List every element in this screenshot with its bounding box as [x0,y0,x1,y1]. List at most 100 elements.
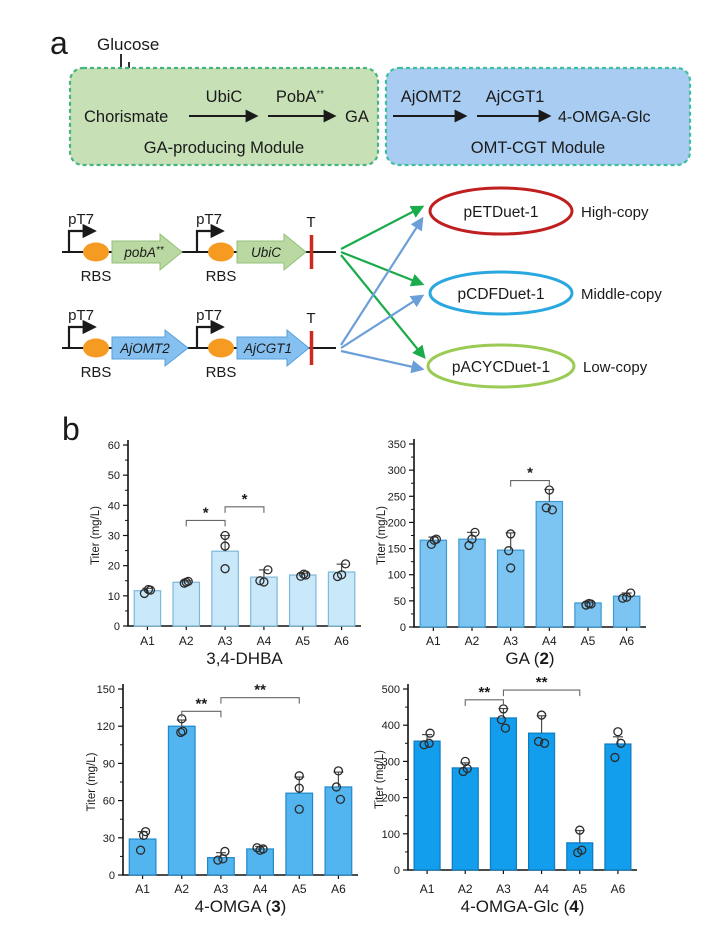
y-tick-label: 60 [103,796,115,808]
bar-A6 [604,743,632,871]
significance-bracket [181,710,222,718]
data-point [263,565,273,575]
ga-module-caption: GA-producing Module [144,139,305,157]
promoter-arrow-icon [67,319,97,348]
y-tick-label: 0 [394,865,400,877]
y-tick-label: 0 [109,870,115,882]
rbs-label: RBS [206,364,237,381]
rbs-icon [83,338,109,358]
promoter-arrow-icon [195,223,225,252]
bar-A2 [458,538,486,628]
data-point [145,585,156,595]
terminator-label: T [306,310,315,327]
x-tick-label: A3 [503,634,518,648]
data-point [533,736,544,747]
significance-stars: ** [536,674,548,691]
rbs-label: RBS [206,268,237,285]
plasmid-pacycduet: pACYCDuet-1 Low-copy [426,343,648,389]
bar-A1 [413,740,441,871]
x-tick-label: A2 [458,882,473,896]
blue-arrow [340,294,425,349]
data-point [255,576,265,586]
plasmid-name: pETDuet-1 [464,204,539,221]
data-point [460,756,470,767]
green-arrow [340,254,426,360]
significance-bracket [510,480,550,487]
data-point [496,715,507,725]
bar-A3 [496,549,525,628]
rbs-icon [83,242,109,262]
green-arrow [340,250,425,287]
pt7-label: pT7 [68,307,94,324]
plasmid-petduet: pETDuet-1 High-copy [428,186,649,236]
bar-A2 [167,725,196,876]
promoter-arrow-icon [67,223,97,252]
data-point [294,804,304,814]
y-tick-label: 100 [388,570,406,582]
data-point [616,738,626,748]
gene-ajomt2-label: AjOMT2 [119,341,170,356]
y-tick-label: 50 [394,596,406,608]
significance-stars: * [527,465,533,482]
chart-title: 4-OMGA-Glc (4) [461,897,585,916]
omga-glc-product-label: 4-OMGA-Glc [558,109,650,126]
significance-bracket [502,689,581,697]
chart-1: 0 10 20 30 40 50 60 A1 A2 A3 A4 A5 A6 * * 3,4-DHBA Titer… [90,440,361,668]
y-tick-label: 250 [388,491,406,503]
x-tick-label: A2 [174,882,189,896]
y-tick-label: 300 [388,465,406,477]
data-point [470,527,480,538]
y-tick-label: 120 [97,721,115,733]
x-tick-label: A2 [465,634,480,648]
data-point [618,593,628,603]
bar-A3 [489,717,517,871]
rbs-icon [208,338,234,358]
data-point [577,845,587,855]
data-point [506,529,516,539]
chart-4: 0 100 200 300 400 500 A1 A2 A3 A4 A5 A6 ** ** 4-OMGA-G… [374,674,637,916]
panel-a-label: a [50,25,68,61]
y-tick-label: 60 [108,440,120,452]
plasmid-name: pACYCDuet-1 [452,359,550,376]
y-tick-label: 0 [400,622,406,634]
significance-stars: ** [195,695,207,712]
y-tick-label: 30 [108,531,120,543]
ajomt2-enzyme-label: AjOMT2 [401,88,462,106]
rbs-label: RBS [81,364,112,381]
x-tick-label: A3 [496,882,511,896]
data-point [610,752,620,763]
chart-2: 0 50 100 150 200 250 300 350 A1 A2 A3 A4 A5 A6 * GA (2)… [376,439,646,668]
y-tick-label: 200 [388,517,406,529]
plasmid-oval [426,343,576,389]
poba-enzyme-label: PobA** [276,88,324,106]
plasmid-name: pCDFDuet-1 [458,286,545,303]
gene-arrow-poba [111,232,183,272]
significance-bracket [224,506,265,513]
data-point [294,771,304,781]
data-point [301,570,311,580]
data-point [500,723,511,733]
x-tick-label: A4 [257,634,272,648]
data-point [336,570,347,580]
x-tick-label: A5 [581,634,596,648]
significance-bracket [220,697,300,704]
x-tick-label: A3 [214,882,229,896]
gene-arrow-ajomt2 [111,328,189,368]
axes [127,440,361,627]
data-point [613,727,623,737]
plasmid-oval [428,186,574,236]
x-tick-label: A1 [420,882,435,896]
significance-bracket [464,699,504,706]
data-point [575,825,585,835]
y-tick-label: 40 [108,500,120,512]
significance-stars: * [203,504,209,521]
x-tick-label: A4 [534,882,549,896]
panel-b-label: b [62,411,80,447]
bar-A3 [211,550,239,627]
plasmid-pcdfduet: pCDFDuet-1 Middle-copy [428,270,662,316]
plasmid-oval [428,270,574,316]
y-tick-label: 150 [388,544,406,556]
data-point [331,782,342,792]
y-tick-label: 90 [103,758,115,770]
